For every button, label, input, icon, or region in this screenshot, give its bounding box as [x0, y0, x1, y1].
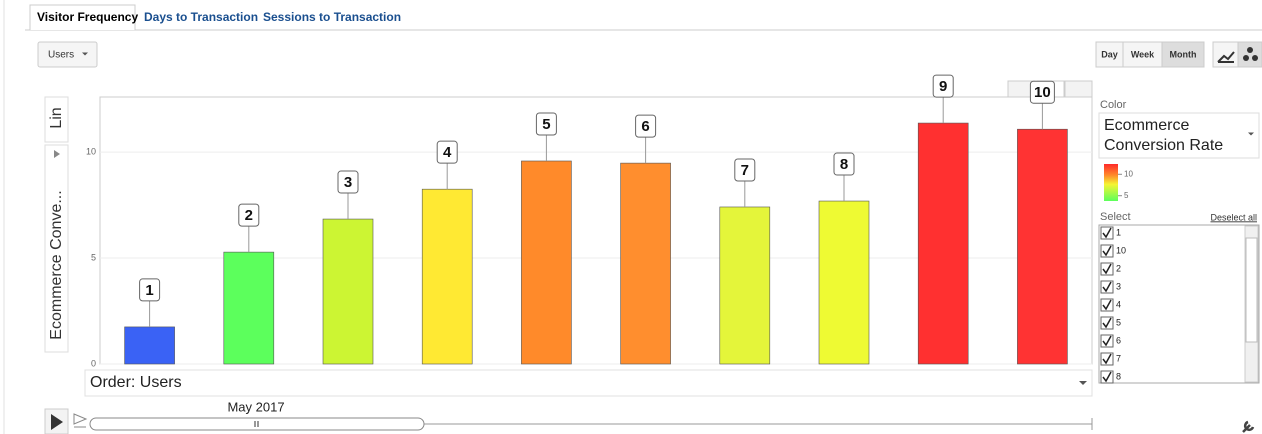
select-item: 8: [1116, 371, 1121, 381]
bar-label: 8: [840, 156, 848, 173]
y-tick-label: 10: [86, 146, 96, 156]
bar[interactable]: [719, 206, 771, 365]
granularity-button[interactable]: [1161, 41, 1205, 68]
color-tick-label: 10: [1124, 169, 1133, 178]
checkmark: [1102, 263, 1112, 275]
bubble-icon: [1252, 55, 1258, 61]
tab[interactable]: Days to Transaction: [144, 10, 258, 24]
y-tick-label: 0: [91, 358, 96, 368]
play-icon: [51, 414, 63, 430]
time-label: May 2017: [227, 399, 284, 414]
bar-label: 6: [641, 118, 649, 135]
bubble-label-box: [337, 170, 359, 194]
chart-type-label: Lin: [48, 107, 65, 128]
bar-label: 4: [443, 144, 452, 161]
timeline-slider[interactable]: [89, 417, 425, 431]
select-list: [1098, 224, 1260, 384]
metric-dropdown-label: Users: [48, 50, 74, 61]
select-item: 1: [1116, 227, 1121, 237]
select-item: 4: [1116, 299, 1121, 309]
y-tick-label: 5: [91, 252, 96, 262]
bar-label: 1: [145, 282, 153, 299]
bar[interactable]: [223, 251, 275, 365]
line-chart-button[interactable]: [1212, 41, 1239, 68]
bubble-label-box: [535, 112, 557, 136]
line-icon: [1217, 51, 1235, 63]
granularity-label: Month: [1170, 49, 1197, 59]
granularity-label: Day: [1101, 49, 1118, 59]
metric-dropdown[interactable]: [37, 41, 98, 68]
bubble-icon: [1243, 55, 1249, 61]
granularity-label: Week: [1131, 49, 1155, 59]
checkmark: [1102, 317, 1112, 329]
checkmark: [1102, 227, 1112, 239]
dropdown-arrow: [1248, 132, 1254, 136]
bubble-label-box: [833, 152, 855, 176]
bar[interactable]: [1017, 128, 1068, 365]
y-axis-label: Ecommerce Conve...: [48, 190, 65, 339]
order-dropdown[interactable]: [84, 369, 1093, 397]
bar[interactable]: [521, 160, 572, 365]
bubble-label-box: [436, 140, 458, 164]
bar[interactable]: [818, 200, 870, 365]
select-item: 10: [1116, 245, 1126, 255]
bubble-label-box: [238, 203, 260, 227]
bubble-icon: [1247, 47, 1253, 53]
checkmark: [1102, 371, 1112, 383]
checkmark: [1102, 335, 1112, 347]
select-item: 7: [1116, 353, 1121, 363]
bar-label: 2: [245, 207, 253, 224]
bar[interactable]: [620, 162, 671, 365]
line-view-button[interactable]: [1064, 80, 1093, 98]
color-tick-label: 5: [1124, 191, 1129, 200]
bar-label: 5: [542, 116, 550, 133]
bubble-label-box: [635, 114, 657, 138]
select-item: 6: [1116, 335, 1121, 345]
deselect-all[interactable]: Deselect all: [1210, 212, 1257, 222]
select-item: 2: [1116, 263, 1121, 273]
order-label: Order: Users: [90, 374, 182, 391]
chart-type-selector[interactable]: [44, 96, 69, 143]
checkmark: [1102, 299, 1112, 311]
scroll-thumb[interactable]: [1245, 237, 1258, 343]
bar-label: 7: [741, 162, 749, 179]
bubble-label-box: [932, 74, 954, 98]
dropdown-arrow: [1079, 381, 1087, 385]
dropdown-arrow: [82, 52, 88, 56]
bar[interactable]: [124, 326, 175, 365]
y-axis-selector[interactable]: [44, 144, 69, 353]
checkmark: [1102, 281, 1112, 293]
checkmark: [1102, 353, 1112, 365]
slider-grip: [254, 421, 259, 427]
bar-label: 3: [344, 174, 352, 191]
bar[interactable]: [322, 218, 374, 365]
color-metric: Ecommerce: [1104, 117, 1189, 134]
bar-label: 10: [1034, 84, 1051, 101]
bubble-label-box: [1029, 80, 1055, 104]
color-metric: Conversion Rate: [1104, 137, 1223, 154]
color-scale: [1104, 164, 1118, 201]
bar[interactable]: [917, 122, 969, 365]
bubble-label-box: [734, 158, 756, 182]
select-label: Select: [1100, 211, 1131, 223]
selected-tab: [29, 4, 136, 30]
select-item: 3: [1116, 281, 1121, 291]
bar-label: 9: [939, 78, 947, 95]
bubble-label-box: [139, 278, 161, 302]
checkmark: [1102, 245, 1112, 257]
speed-icon[interactable]: [73, 413, 88, 428]
color-dropdown[interactable]: [1098, 112, 1260, 159]
tab[interactable]: Visitor Frequency: [37, 10, 138, 24]
granularity-button[interactable]: [1095, 41, 1124, 68]
select-item: 5: [1116, 317, 1121, 327]
settings-wrench[interactable]: [1242, 420, 1255, 433]
tab[interactable]: Sessions to Transaction: [263, 10, 401, 24]
bar[interactable]: [421, 188, 473, 365]
bubble-chart-button[interactable]: [1237, 41, 1262, 68]
color-label: Color: [1100, 99, 1127, 111]
y-axis-arrow: [54, 150, 60, 158]
